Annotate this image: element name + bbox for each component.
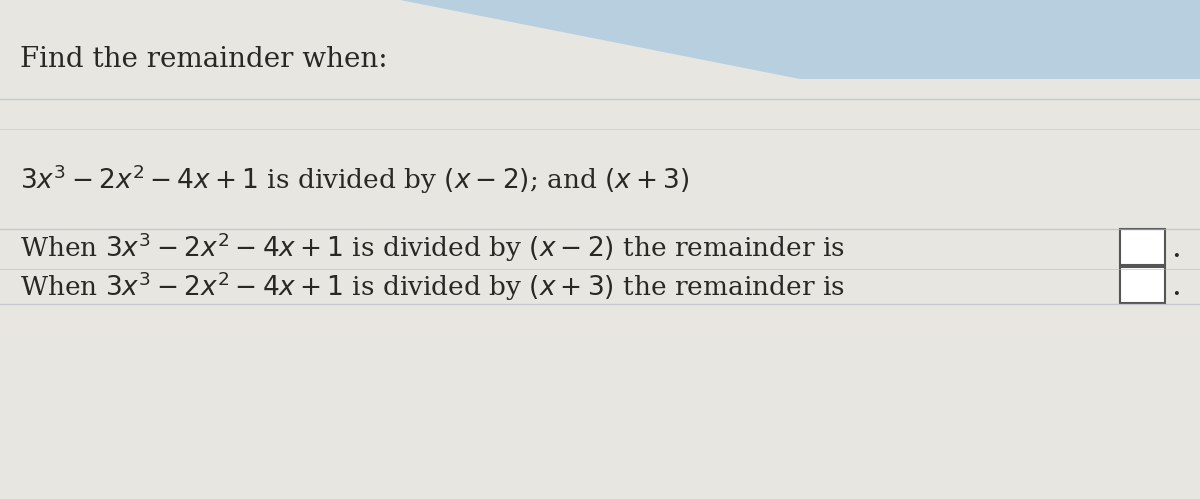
Polygon shape [400, 0, 1200, 79]
Text: When $3x^3-2x^2-4x+1$ is divided by $(x+3)$ the remainder is: When $3x^3-2x^2-4x+1$ is divided by $(x+… [20, 269, 845, 303]
Text: $3x^3-2x^2-4x+1$ is divided by $(x-2)$; and $(x+3)$: $3x^3-2x^2-4x+1$ is divided by $(x-2)$; … [20, 162, 690, 196]
FancyBboxPatch shape [1120, 229, 1165, 265]
Text: .: . [1171, 271, 1181, 302]
Text: .: . [1171, 234, 1181, 264]
Polygon shape [0, 0, 1200, 69]
Text: Find the remainder when:: Find the remainder when: [20, 45, 388, 72]
Text: When $3x^3-2x^2-4x+1$ is divided by $(x-2)$ the remainder is: When $3x^3-2x^2-4x+1$ is divided by $(x-… [20, 230, 845, 264]
FancyBboxPatch shape [1120, 267, 1165, 303]
